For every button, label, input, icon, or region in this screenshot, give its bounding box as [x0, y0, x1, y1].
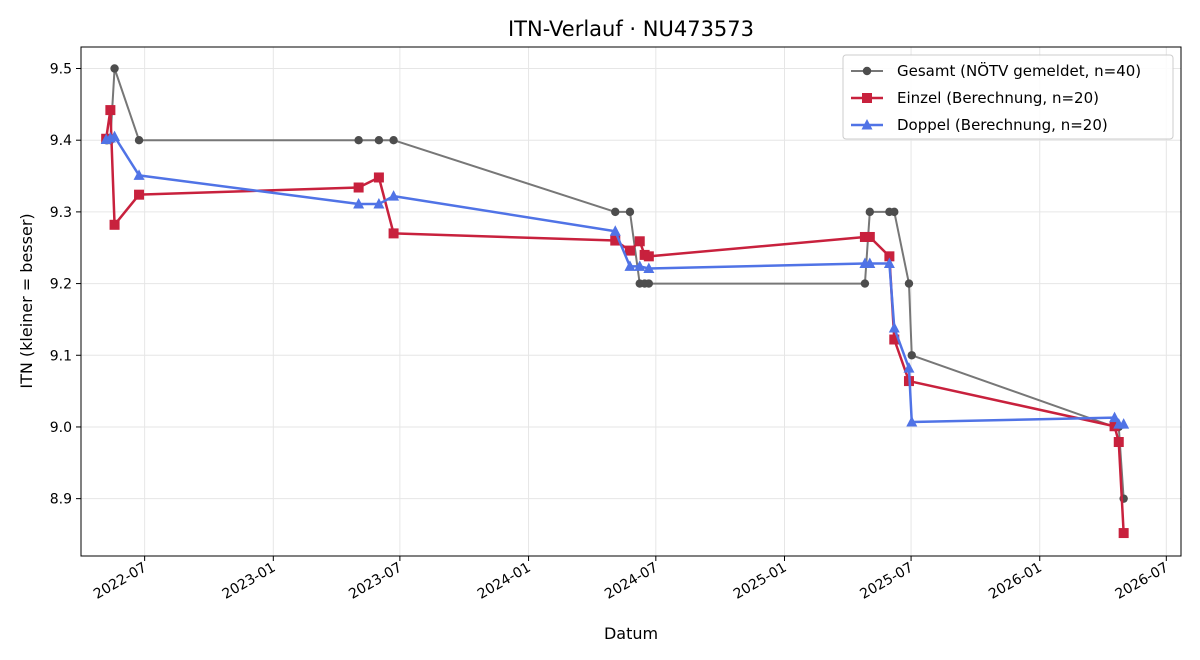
series-1: [101, 105, 1129, 539]
data-point: [609, 225, 621, 236]
data-point: [1113, 437, 1124, 448]
data-point: [903, 362, 915, 373]
data-point: [883, 257, 895, 269]
data-point: [865, 207, 875, 217]
data-point: [388, 228, 399, 239]
data-point: [109, 219, 120, 230]
data-point: [1118, 418, 1130, 429]
data-point: [888, 322, 900, 333]
legend-label: Einzel (Berechnung, n=20): [897, 89, 1099, 107]
chart-title: ITN-Verlauf · NU473573: [508, 17, 754, 41]
data-point: [389, 135, 398, 145]
data-point: [1109, 411, 1121, 423]
x-tick-label: 2023-01: [220, 560, 279, 603]
y-tick-label: 9.5: [50, 62, 72, 78]
y-tick-label: 9.4: [50, 133, 72, 149]
data-point: [105, 105, 116, 116]
legend-label: Doppel (Berechnung, n=20): [897, 116, 1108, 134]
y-axis: 8.9 9.0 9.1 9.2 9.3 9.4 9.5: [50, 62, 81, 508]
data-point: [904, 279, 914, 288]
data-point: [643, 251, 654, 262]
data-point: [624, 245, 635, 256]
legend-marker: [862, 66, 872, 76]
legend-marker: [862, 93, 872, 103]
data-point: [1118, 528, 1129, 539]
plot-frame: [80, 46, 1182, 557]
data-point: [864, 231, 875, 242]
data-point: [634, 236, 645, 247]
legend-entry: Gesamt (NÖTV gemeldet, n=40): [851, 61, 1141, 80]
legend-label: Gesamt (NÖTV gemeldet, n=40): [897, 61, 1141, 80]
x-tick-label: 2024-07: [602, 560, 661, 603]
data-point: [634, 260, 646, 271]
y-axis-label: ITN (kleiner = besser): [17, 213, 36, 388]
data-point: [884, 251, 895, 262]
x-tick-label: 2026-01: [986, 560, 1045, 603]
series-layer: [100, 64, 1130, 539]
legend-frame: [842, 54, 1174, 140]
data-point: [907, 351, 916, 360]
x-tick-label: 2026-07: [1113, 560, 1172, 603]
y-tick-label: 9.0: [50, 420, 72, 436]
y-tick-label: 9.2: [50, 277, 72, 293]
data-point: [643, 262, 655, 274]
y-tick-label: 9.3: [50, 205, 72, 221]
series-2: [100, 130, 1130, 429]
data-point: [373, 172, 384, 183]
data-point: [134, 135, 144, 145]
y-tick-label: 9.1: [50, 348, 72, 364]
x-tick-label: 2025-07: [857, 560, 916, 603]
y-tick-label: 8.9: [50, 492, 72, 508]
x-axis-label: Datum: [604, 624, 658, 643]
data-point: [860, 279, 870, 288]
data-point: [624, 260, 636, 271]
data-point: [388, 190, 400, 201]
data-point: [644, 279, 654, 288]
data-point: [864, 257, 876, 269]
x-tick-label: 2024-01: [475, 560, 534, 603]
data-point: [353, 182, 364, 193]
legend: Gesamt (NÖTV gemeldet, n=40) Einzel (Bere…: [842, 54, 1174, 140]
data-point: [133, 169, 145, 180]
legend-entry: Doppel (Berechnung, n=20): [851, 116, 1108, 134]
data-point: [625, 207, 635, 217]
data-point: [890, 207, 899, 217]
data-point: [373, 198, 385, 209]
data-point: [906, 415, 918, 427]
data-point: [611, 207, 620, 217]
data-point: [353, 198, 365, 209]
data-point: [354, 135, 363, 145]
data-point: [109, 130, 121, 142]
data-point: [110, 64, 119, 73]
x-tick-label: 2023-07: [346, 560, 405, 603]
data-point: [889, 334, 900, 345]
legend-marker: [861, 119, 873, 130]
data-point: [134, 189, 145, 200]
data-point: [374, 135, 384, 145]
series-line: [104, 108, 1125, 534]
data-point: [610, 235, 621, 246]
legend-entry: Einzel (Berechnung, n=20): [851, 89, 1099, 107]
series-line: [105, 135, 1124, 426]
x-tick-label: 2022-07: [91, 560, 150, 603]
x-tick-label: 2025-01: [731, 560, 790, 603]
x-axis: 2022-07 2023-01 2023-07 2024-01 2024-07 2025-…: [91, 556, 1171, 603]
